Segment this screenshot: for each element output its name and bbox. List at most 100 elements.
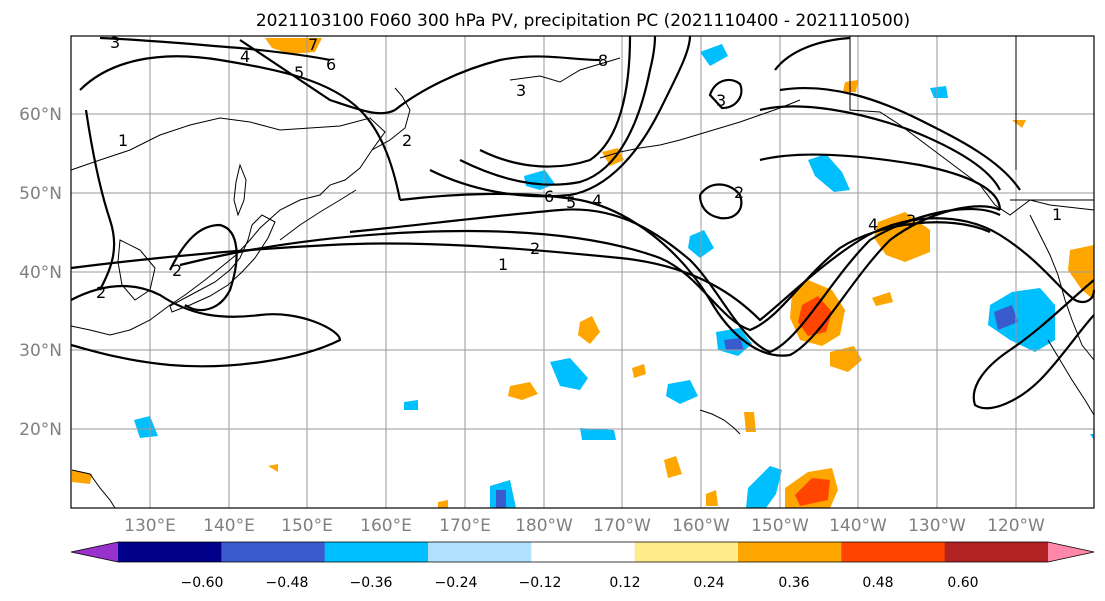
precip-area-neg xyxy=(1090,434,1094,440)
sakhalin-coastline xyxy=(233,163,247,217)
lat-label: 50°N xyxy=(19,184,62,204)
contour-label: 3 xyxy=(716,91,726,110)
lon-label: 130°W xyxy=(908,516,966,536)
contour-labels: 3 4 5 6 7 8 1 2 3 6 5 4 2 1 2 2 3 2 4 3 … xyxy=(96,33,1062,302)
precip-area-neg xyxy=(808,154,850,192)
precip-area-neg xyxy=(550,358,588,390)
lon-label: 140°W xyxy=(829,516,887,536)
precip-area-pos xyxy=(632,364,646,378)
pv-contour xyxy=(70,217,1096,322)
colorbar-tick: −0.36 xyxy=(350,575,393,591)
pv-contour xyxy=(179,221,991,332)
negative-precip-areas xyxy=(134,44,1094,508)
contour-label: 1 xyxy=(498,255,508,274)
precip-area-pos xyxy=(744,412,756,432)
pv-contour xyxy=(759,153,1002,211)
lon-label: 150°W xyxy=(751,516,809,536)
pv-contour xyxy=(779,86,1021,191)
precip-area-neg xyxy=(404,400,418,410)
precip-area-pos xyxy=(830,346,862,372)
lon-label: 150°E xyxy=(281,516,333,536)
pv-contour xyxy=(972,279,1095,410)
colorbar-segment xyxy=(738,542,842,562)
precip-area-strong xyxy=(795,478,830,506)
contour-label: 1 xyxy=(1052,205,1062,224)
precip-area-neg xyxy=(700,44,728,66)
pv-contours xyxy=(70,35,1096,410)
japan-coastline xyxy=(169,214,276,313)
lon-label: 160°W xyxy=(672,516,730,536)
colorbar-tick: −0.12 xyxy=(519,575,562,591)
precip-area-neg xyxy=(988,288,1055,352)
colorbar-segment xyxy=(118,542,222,562)
kamchatka-coastline xyxy=(371,87,411,151)
precip-area-neg xyxy=(134,416,158,438)
contour-label: 3 xyxy=(516,81,526,100)
colorbar: −0.60 −0.48 −0.36 −0.24 −0.12 0.12 0.24 … xyxy=(70,541,1095,591)
colorbar-segment xyxy=(634,542,739,562)
colorbar-tick: 0.24 xyxy=(693,575,724,591)
colorbar-segment xyxy=(841,542,946,562)
pv-contour xyxy=(774,36,851,71)
precip-area-pos xyxy=(438,500,448,508)
precip-area-pos xyxy=(872,292,893,306)
lat-label: 40°N xyxy=(19,263,62,283)
contour-label: 6 xyxy=(326,55,336,74)
contour-label: 2 xyxy=(734,183,744,202)
contour-label: 4 xyxy=(868,215,878,234)
map-gridlines xyxy=(71,36,1094,508)
precip-area-neg xyxy=(666,380,698,404)
map-title: 2021103100 F060 300 hPa PV, precipitatio… xyxy=(256,11,910,31)
pv-contour xyxy=(459,35,657,186)
contour-label: 8 xyxy=(598,51,608,70)
colorbar-segment xyxy=(221,542,326,562)
lon-label: 170°W xyxy=(593,516,651,536)
colorbar-segment xyxy=(944,542,1049,562)
pv-contour xyxy=(169,223,238,312)
hawaii-islands xyxy=(699,409,741,435)
map-panel: 3 4 5 6 7 8 1 2 3 6 5 4 2 1 2 2 3 2 4 3 … xyxy=(70,33,1096,509)
colorbar-tick: 0.48 xyxy=(862,575,893,591)
lon-label: 130°E xyxy=(124,516,176,536)
contour-label: 2 xyxy=(530,239,540,258)
lon-label: 120°W xyxy=(987,516,1045,536)
colorbar-segment xyxy=(324,542,429,562)
contour-label: 2 xyxy=(402,131,412,150)
aleutian-islands xyxy=(599,99,801,159)
pv-contour xyxy=(429,35,692,198)
precip-area-strong-neg xyxy=(994,305,1018,330)
lon-label: 180°W xyxy=(515,516,573,536)
colorbar-segments xyxy=(70,541,1095,563)
lat-label: 60°N xyxy=(19,105,62,125)
pv-contour xyxy=(99,36,331,62)
pv-contour xyxy=(394,55,601,111)
colorbar-outline xyxy=(70,541,1095,563)
pv-contour xyxy=(479,35,632,168)
colorbar-segment xyxy=(428,542,532,562)
lon-label: 140°E xyxy=(203,516,255,536)
precip-area-strong xyxy=(798,296,832,336)
colorbar-tick-labels: −0.60 −0.48 −0.36 −0.24 −0.12 0.12 0.24 … xyxy=(181,575,979,591)
precip-area-neg xyxy=(930,86,948,98)
pv-contour xyxy=(70,284,342,368)
colorbar-tick: 0.36 xyxy=(778,575,809,591)
contour-label: 3 xyxy=(906,211,916,230)
lon-label: 170°E xyxy=(439,516,491,536)
colorbar-segment xyxy=(531,542,636,562)
asia-coastline xyxy=(70,117,386,336)
longitude-labels: 130°E 140°E 150°E 160°E 170°E 180°W 170°… xyxy=(124,516,1045,536)
contour-label: 5 xyxy=(566,193,576,212)
colorbar-extend-max xyxy=(1048,542,1094,562)
precip-area-strong-neg xyxy=(724,338,744,350)
pv-contour xyxy=(708,78,743,110)
precip-area-pos xyxy=(664,456,682,478)
philippines-coastline xyxy=(71,469,116,509)
baja-coastline xyxy=(1047,339,1095,416)
colorbar-tick: 0.60 xyxy=(947,575,978,591)
colorbar-tick: 0.12 xyxy=(609,575,640,591)
latitude-labels: 60°N 50°N 40°N 30°N 20°N xyxy=(19,105,62,440)
precip-area-pos xyxy=(706,490,718,506)
contour-label: 1 xyxy=(118,131,128,150)
pv-contour xyxy=(84,109,116,291)
pv-contour xyxy=(759,105,1001,191)
